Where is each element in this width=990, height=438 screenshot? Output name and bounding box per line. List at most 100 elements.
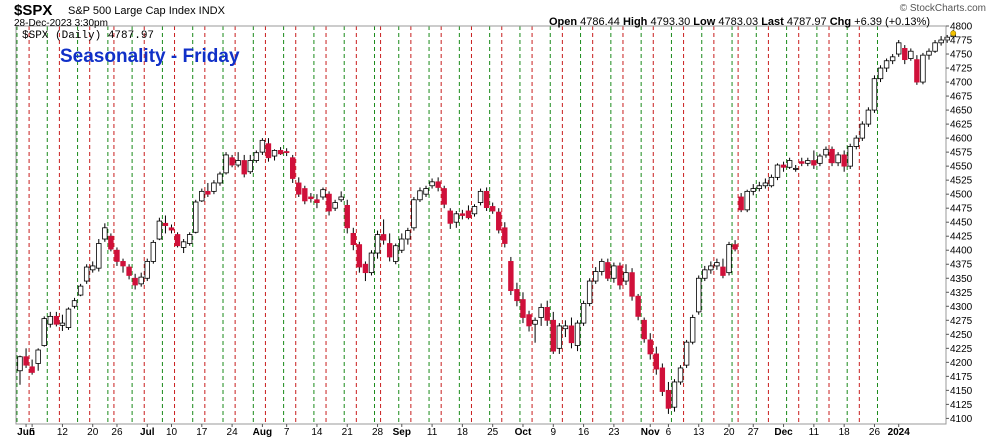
candle: [489, 202, 496, 214]
x-tick-label: 5: [29, 427, 35, 438]
candle: [174, 232, 181, 248]
candle-body: [259, 139, 266, 153]
candle: [774, 163, 781, 181]
candle: [853, 135, 859, 150]
candle: [799, 157, 805, 167]
candle-body: [150, 241, 157, 262]
y-tick-label: 4275: [950, 316, 973, 327]
candle: [605, 258, 611, 282]
candle: [514, 282, 520, 307]
candle-body: [920, 54, 926, 83]
x-tick-label: 17: [196, 427, 208, 438]
candle: [302, 185, 308, 205]
candle-body: [593, 271, 599, 282]
candle: [362, 261, 369, 282]
y-tick-label: 4175: [950, 372, 973, 383]
candle: [423, 185, 429, 197]
candle: [453, 210, 460, 228]
y-tick-label: 4500: [950, 190, 973, 201]
candle: [477, 188, 484, 206]
candle: [156, 217, 163, 241]
candle-body: [53, 315, 60, 325]
y-tick-label: 4250: [950, 330, 973, 341]
y-tick-label: 4450: [950, 218, 973, 229]
candle-body: [629, 272, 635, 297]
series-legend: $SPX (Daily) 4787.97: [22, 30, 155, 42]
candle-body: [617, 265, 623, 286]
candle-body: [114, 249, 120, 262]
candle-body: [17, 356, 23, 372]
low-value: 4783.03: [718, 16, 759, 28]
candle: [593, 267, 599, 284]
candle-body: [180, 241, 187, 248]
candle-body: [326, 193, 332, 212]
candle: [65, 307, 72, 330]
quote-date: 28-Dec-2023 3:30pm: [14, 18, 108, 29]
candle: [344, 199, 350, 234]
candle-body: [411, 199, 417, 229]
open-value: 4786.44: [580, 16, 620, 28]
candle: [635, 293, 641, 321]
candle-body: [465, 210, 472, 219]
candle: [568, 317, 575, 349]
candle-body: [586, 280, 593, 304]
candle-body: [199, 190, 205, 202]
x-tick-label: 20: [723, 427, 735, 438]
candle: [108, 233, 114, 252]
candle-body: [938, 39, 944, 44]
candle-body: [889, 56, 896, 62]
candle-body: [720, 266, 726, 276]
y-tick-label: 4400: [950, 246, 973, 257]
candle: [314, 194, 320, 209]
candle-body: [186, 234, 193, 244]
x-tick-label: 18: [839, 427, 851, 438]
candle-body: [635, 295, 641, 317]
candle-body: [241, 160, 247, 175]
candle-body: [59, 322, 66, 326]
candle: [665, 381, 672, 414]
candle: [768, 174, 775, 188]
y-tick-label: 4650: [950, 106, 973, 117]
last-label: Last: [761, 16, 784, 28]
x-tick-label: 26: [111, 427, 123, 438]
candle: [320, 187, 326, 200]
candle: [574, 320, 581, 352]
candle-body: [138, 276, 144, 285]
x-tick-label: Aug: [253, 427, 272, 438]
candle-body: [156, 220, 163, 240]
candle: [35, 348, 41, 371]
candle: [90, 261, 96, 273]
candle-body: [726, 244, 732, 274]
candle: [435, 177, 441, 192]
candle-body: [871, 78, 878, 111]
candle-body: [659, 367, 666, 392]
y-tick-label: 4425: [950, 232, 973, 243]
candle: [223, 152, 229, 175]
candle: [835, 152, 841, 167]
candle: [538, 303, 544, 326]
candle-body: [374, 234, 381, 254]
candle-body: [90, 265, 96, 271]
candle: [938, 36, 944, 46]
candle: [59, 314, 66, 331]
candle: [732, 240, 738, 252]
candle: [229, 154, 235, 168]
candle-body: [514, 289, 520, 302]
candle: [508, 256, 514, 296]
candle: [162, 215, 169, 234]
y-tick-label: 4200: [950, 358, 973, 369]
x-tick-label: Sep: [393, 427, 411, 438]
candle: [465, 205, 472, 220]
candle-body: [544, 307, 550, 321]
candle: [447, 208, 453, 229]
vertical-grid-lines: [16, 26, 878, 424]
candle: [271, 149, 278, 161]
candle-body: [786, 160, 793, 168]
candle: [132, 273, 138, 290]
candle-body: [756, 185, 763, 189]
x-tick-label: 16: [578, 427, 590, 438]
candle-body: [732, 244, 738, 250]
x-tick-label: 6: [666, 427, 672, 438]
y-tick-label: 4125: [950, 400, 973, 411]
candle-body: [738, 196, 744, 211]
